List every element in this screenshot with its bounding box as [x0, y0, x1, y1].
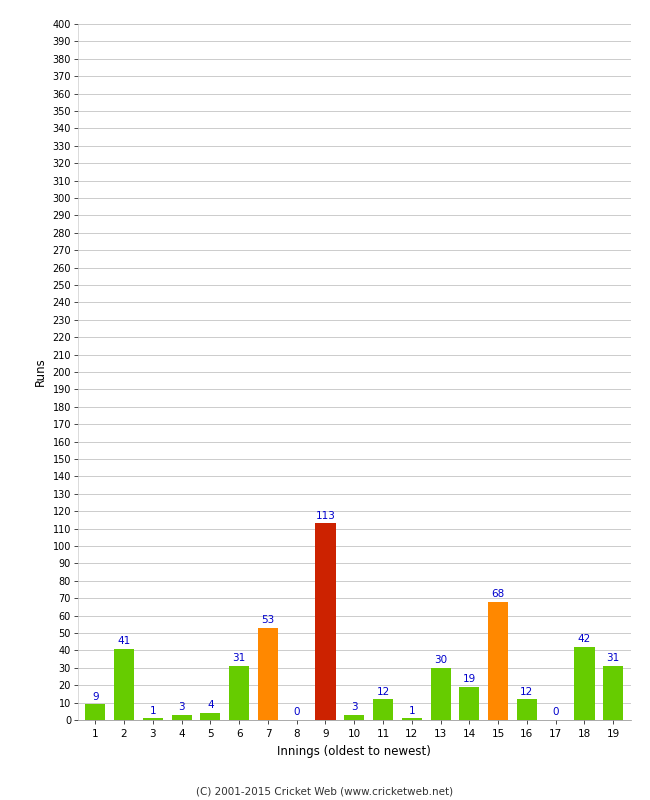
Text: 41: 41: [118, 636, 131, 646]
Text: 30: 30: [434, 655, 447, 665]
Y-axis label: Runs: Runs: [34, 358, 47, 386]
X-axis label: Innings (oldest to newest): Innings (oldest to newest): [278, 745, 431, 758]
Text: 113: 113: [315, 510, 335, 521]
Text: 4: 4: [207, 701, 214, 710]
Bar: [575, 647, 595, 720]
Bar: [344, 714, 364, 720]
Bar: [460, 687, 480, 720]
Text: 12: 12: [376, 686, 389, 697]
Text: 0: 0: [293, 707, 300, 718]
Bar: [488, 602, 508, 720]
Text: 12: 12: [520, 686, 534, 697]
Bar: [229, 666, 249, 720]
Text: 19: 19: [463, 674, 476, 684]
Text: 0: 0: [552, 707, 559, 718]
Text: 42: 42: [578, 634, 591, 644]
Text: 9: 9: [92, 692, 99, 702]
Text: 3: 3: [178, 702, 185, 712]
Bar: [603, 666, 623, 720]
Bar: [373, 699, 393, 720]
Bar: [200, 713, 220, 720]
Text: (C) 2001-2015 Cricket Web (www.cricketweb.net): (C) 2001-2015 Cricket Web (www.cricketwe…: [196, 786, 454, 796]
Bar: [172, 714, 192, 720]
Bar: [143, 718, 163, 720]
Bar: [114, 649, 134, 720]
Bar: [258, 628, 278, 720]
Text: 1: 1: [150, 706, 156, 716]
Bar: [517, 699, 537, 720]
Text: 68: 68: [491, 589, 505, 599]
Text: 31: 31: [233, 654, 246, 663]
Bar: [402, 718, 422, 720]
Text: 3: 3: [351, 702, 358, 712]
Text: 53: 53: [261, 615, 274, 625]
Bar: [315, 523, 335, 720]
Text: 1: 1: [408, 706, 415, 716]
Bar: [430, 668, 450, 720]
Bar: [85, 704, 105, 720]
Text: 31: 31: [606, 654, 620, 663]
